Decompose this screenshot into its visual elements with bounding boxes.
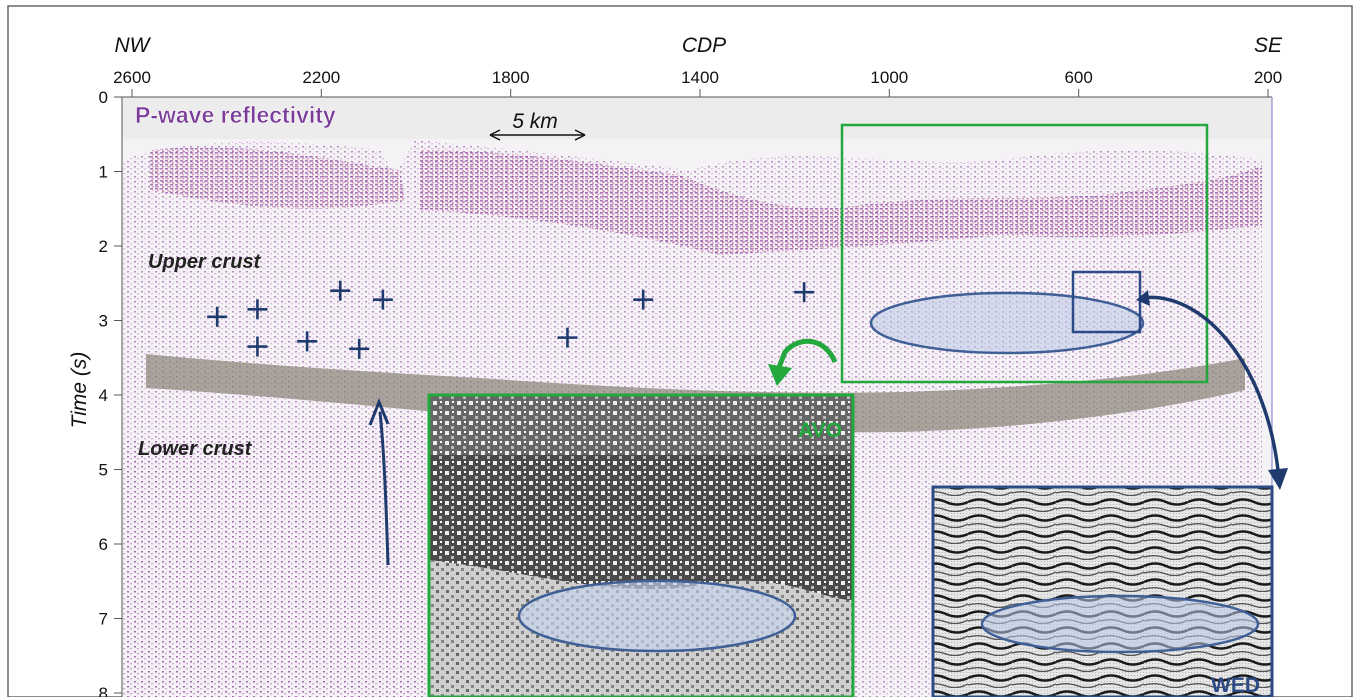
wed-inset-label: WED [1211,674,1260,697]
time-tick-label: 6 [99,535,108,554]
cdp-ticks: 2600 2200 1800 1400 1000 600 200 [113,68,1282,97]
anomaly-ellipse-section [869,291,1145,355]
cdp-tick-label: 2200 [302,68,340,87]
time-tick-label: 7 [99,610,108,629]
nw-direction-label: NW [115,34,152,57]
cdp-tick-label: 200 [1254,68,1282,87]
time-tick-label: 2 [99,237,108,256]
time-tick-label: 8 [99,684,108,697]
plus-marker [633,289,654,310]
cdp-axis-label: CDP [682,34,726,57]
cdp-tick-label: 1000 [870,68,908,87]
moho-arrow [368,397,390,566]
time-tick-label: 1 [99,163,108,182]
time-tick-label: 4 [99,386,108,405]
wed-curved-arrow [1136,290,1288,490]
cdp-tick-label: 1800 [492,68,530,87]
lower-crust-label: Lower crust [138,438,253,460]
avo-region-box [840,123,1209,384]
plus-marker [247,336,268,357]
section-title: P-wave reflectivity [135,102,336,128]
wed-region-box [1071,270,1142,334]
plus-markers [207,280,815,359]
moho-band [146,354,1245,433]
anomaly-ellipse-wed [980,594,1260,654]
time-axis-label: Time (s) [68,352,91,429]
plus-marker [349,338,370,359]
scale-bar: 5 km [489,110,586,141]
plus-marker [372,289,393,310]
upper-crust-label: Upper crust [148,251,262,273]
avo-inset: AVO [427,393,855,697]
wed-inset: WED [931,485,1274,697]
scale-bar-label: 5 km [512,110,558,133]
time-tick-label: 0 [99,88,108,107]
anomaly-ellipse-avo [517,579,797,653]
avo-inset-label: AVO [798,419,842,442]
cdp-tick-label: 1400 [681,68,719,87]
cdp-tick-label: 2600 [113,68,151,87]
plus-marker [297,331,318,352]
time-tick-label: 5 [99,461,108,480]
se-direction-label: SE [1254,34,1283,57]
plus-marker [247,299,268,320]
figure-frame [7,5,1353,697]
plus-marker [207,306,228,327]
plus-marker [330,280,351,301]
time-ticks: 0 1 2 3 4 5 6 7 8 [99,88,122,697]
plus-marker [557,327,578,348]
cdp-tick-label: 600 [1064,68,1092,87]
time-tick-label: 3 [99,312,108,331]
avo-curved-arrow [768,338,838,386]
plus-marker [794,282,815,303]
